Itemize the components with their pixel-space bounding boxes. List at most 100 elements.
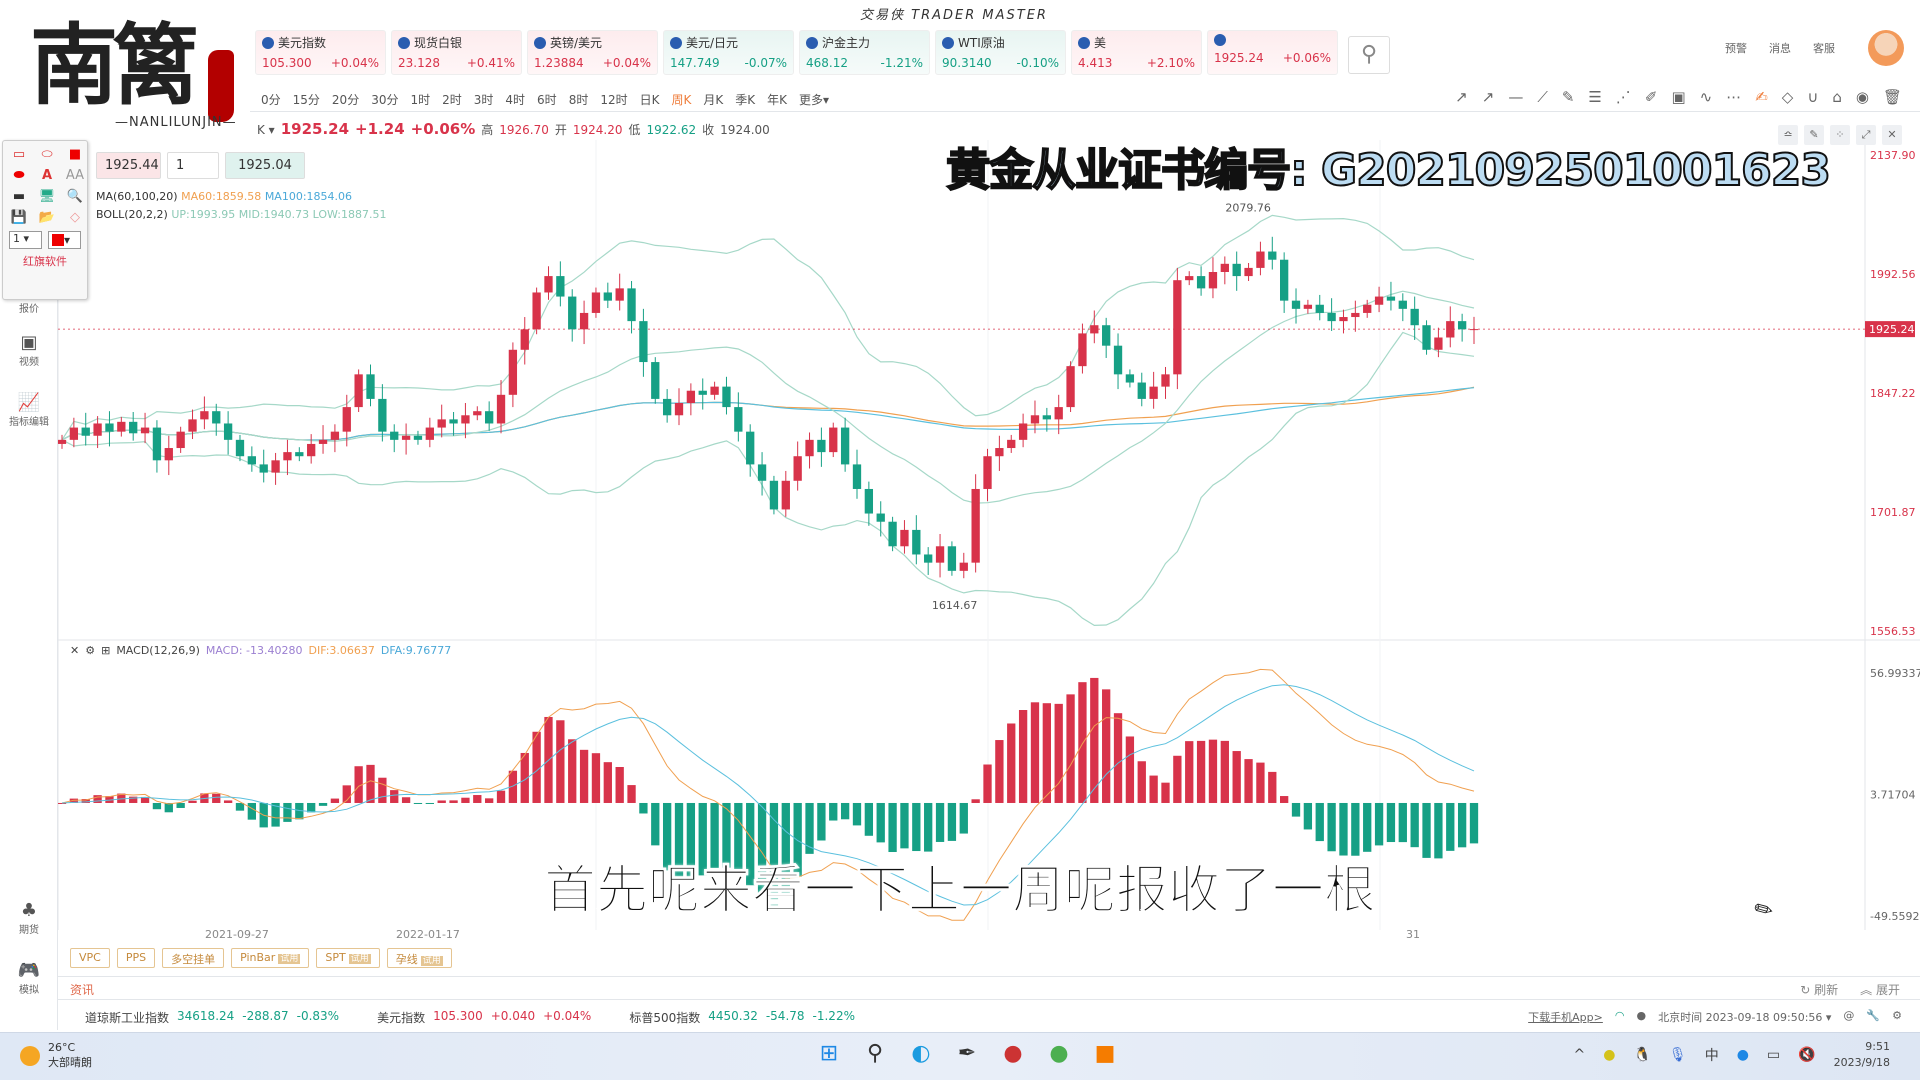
wave-icon[interactable]: ∿ (1699, 88, 1713, 106)
boll-name[interactable]: BOLL(20,2,2) (96, 208, 168, 221)
refresh-button[interactable]: ↻ 刷新 (1800, 983, 1839, 997)
arrow-line-icon[interactable]: ↗ (1455, 88, 1468, 106)
indicator-button[interactable]: PinBar 试用 (231, 948, 310, 968)
quote-tile[interactable]: WTI原油 90.3140 -0.10% (935, 30, 1066, 75)
weather-widget[interactable]: 26°C 大部晴朗 (20, 1041, 92, 1070)
quote-tile[interactable]: 现货白银 23.128 +0.41% (391, 30, 522, 75)
nav-simulate[interactable]: 🎮 模拟 (0, 960, 58, 996)
save-icon[interactable]: 💾 (10, 210, 28, 225)
settings-icon[interactable]: ⚙ (85, 644, 96, 657)
segment-icon[interactable]: ⟋ (1537, 88, 1548, 106)
windows-start-icon[interactable]: ⊞ (819, 1041, 839, 1066)
image-icon[interactable]: ▣ (1671, 88, 1686, 106)
filled-ellipse-icon[interactable]: ⬬ (13, 168, 25, 183)
tray-app-icon[interactable]: ● (1736, 1047, 1749, 1063)
fullscreen-icon[interactable]: ⤢ (1856, 125, 1876, 145)
nav-indicator-edit[interactable]: 📈 指标编辑 (0, 392, 58, 428)
timeframe-tab[interactable]: 12时 (600, 92, 628, 107)
beijing-time[interactable]: 北京时间 2023-09-18 09:50:56 ▾ (1658, 1011, 1832, 1024)
wrench-icon[interactable]: 🔧 (1866, 1009, 1881, 1022)
nav-video[interactable]: ▣ 视频 (0, 332, 58, 368)
microphone-icon[interactable]: 🎙 (1668, 1047, 1687, 1063)
timeframe-tab[interactable]: 日K (639, 92, 660, 107)
avatar[interactable] (1868, 30, 1904, 66)
buy-price-input[interactable]: 1925.04 (225, 152, 305, 179)
ticker-name[interactable]: 标普500指数 (629, 1011, 701, 1025)
timeframe-tab[interactable]: 20分 (331, 92, 360, 107)
quote-tile[interactable]: 英镑/美元 1.23884 +0.04% (527, 30, 658, 75)
edge-icon[interactable]: ◐ (911, 1041, 931, 1066)
alert-button[interactable]: 预警 (1725, 42, 1747, 55)
trash-icon[interactable]: 🗑 (1882, 88, 1902, 106)
quote-tile[interactable]: 1925.24 +0.06% (1207, 30, 1338, 75)
fan-icon[interactable]: ⋰ (1615, 88, 1631, 106)
download-app-link[interactable]: 下载手机App> (1528, 1011, 1603, 1024)
quote-tile[interactable]: 美元/日元 147.749 -0.07% (663, 30, 794, 75)
eraser-icon[interactable]: ◇ (1781, 88, 1794, 106)
pen-app-icon[interactable]: ✒ (957, 1041, 977, 1066)
timeframe-tab[interactable]: 更多▾ (798, 92, 830, 107)
screen-icon[interactable]: 🖥 (38, 189, 56, 204)
mute-icon[interactable]: 🔇 (1798, 1047, 1816, 1063)
ray-line-icon[interactable]: ↗ (1481, 88, 1495, 106)
timeframe-tab[interactable]: 月K (703, 92, 724, 107)
eye-icon[interactable]: ◉ (1855, 88, 1869, 106)
open-folder-icon[interactable]: 📂 (38, 210, 56, 225)
indicator-button[interactable]: 孕线 试用 (386, 948, 452, 968)
sell-price-input[interactable]: 1925.44 (96, 152, 161, 179)
indicator-button[interactable]: SPT 试用 (316, 948, 380, 968)
width-select[interactable]: 1 ▾ (9, 231, 42, 249)
timeframe-tab[interactable]: 15分 (292, 92, 320, 107)
ellipse-icon[interactable]: ⬭ (41, 147, 53, 162)
trading-app-icon[interactable]: ■ (1094, 1041, 1116, 1066)
close-icon[interactable]: ✕ (70, 644, 80, 657)
quote-tile[interactable]: 美 4.413 +2.10% (1071, 30, 1202, 75)
edit-icon[interactable]: ✍ (1755, 88, 1768, 106)
app-icon[interactable]: ● (1003, 1041, 1023, 1066)
news-label[interactable]: 资讯 (70, 983, 95, 997)
nav-quotes[interactable]: 报价 (0, 300, 58, 315)
search-icon[interactable]: ⚲ (866, 1041, 884, 1066)
service-button[interactable]: 客服 (1813, 42, 1835, 55)
draw-icon[interactable]: ✎ (1804, 125, 1824, 145)
timeframe-tab[interactable]: 1时 (410, 92, 431, 107)
message-button[interactable]: 消息 (1769, 42, 1791, 55)
quote-tile[interactable]: 美元指数 105.300 +0.04% (255, 30, 386, 75)
settings-icon[interactable]: ⚙ (1892, 1009, 1902, 1022)
eraser-icon[interactable]: ◇ (70, 210, 80, 225)
rectangle-icon[interactable]: ▭ (12, 147, 26, 162)
timeframe-tab[interactable]: 6时 (537, 92, 557, 107)
timeframe-tab[interactable]: 年K (767, 92, 787, 107)
timeframe-tab[interactable]: 4时 (505, 92, 526, 107)
input-icon[interactable]: 中 (1704, 1048, 1719, 1064)
timeframe-tab[interactable]: 0分 (261, 92, 281, 107)
chevron-up-icon[interactable]: ^ (1573, 1047, 1586, 1063)
horizontal-line-icon[interactable]: — (1508, 88, 1524, 106)
search-button[interactable]: ⚲ (1348, 36, 1390, 74)
timeframe-tab[interactable]: 3时 (473, 92, 494, 107)
filled-rect-icon[interactable]: ■ (68, 147, 82, 162)
attachment-icon[interactable]: @ (1843, 1009, 1855, 1022)
highlighter-icon[interactable]: ✐ (1644, 88, 1658, 106)
add-icon[interactable]: ⊞ (101, 644, 111, 657)
line-width-icon[interactable]: ▬ (12, 189, 26, 204)
tray-app-icon[interactable]: ● (1603, 1047, 1616, 1063)
font-icon[interactable]: AA (65, 168, 85, 183)
timeframe-tab[interactable]: 8时 (568, 92, 589, 107)
more-icon[interactable]: ⋯ (1726, 88, 1742, 106)
timeframe-tab[interactable]: 30分 (371, 92, 399, 107)
timeframe-tab[interactable]: 2时 (442, 92, 462, 107)
nav-futures[interactable]: ♣ 期货 (0, 900, 58, 936)
timeframe-tab[interactable]: 季K (735, 92, 756, 107)
period-select[interactable]: K ▾ (257, 123, 275, 137)
taskbar-clock[interactable]: 9:51 2023/9/18 (1833, 1040, 1890, 1069)
ma-name[interactable]: MA(60,100,20) (96, 190, 178, 203)
lock-icon[interactable]: ⌂ (1832, 88, 1842, 106)
qq-icon[interactable]: 🐧 (1633, 1047, 1651, 1063)
color-select[interactable]: ▾ (48, 231, 81, 249)
magnet-icon[interactable]: ∪ (1807, 88, 1819, 106)
ticker-name[interactable]: 美元指数 (377, 1011, 426, 1025)
indicator-toggle-icon[interactable]: ≏ (1778, 125, 1798, 145)
fibonacci-icon[interactable]: ☰ (1588, 88, 1602, 106)
